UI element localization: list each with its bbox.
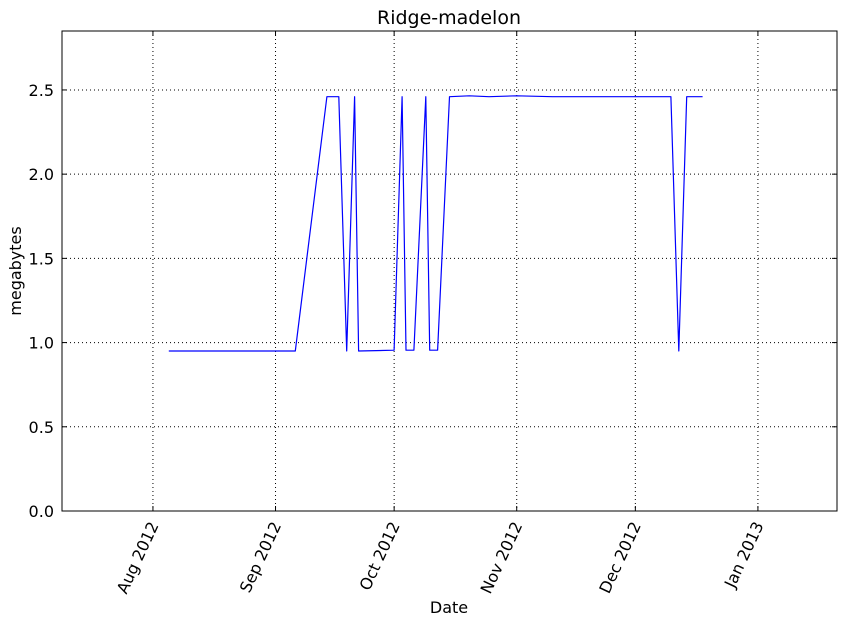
y-tick-label: 1.0 bbox=[29, 334, 54, 353]
x-tick-label: Jan 2013 bbox=[720, 519, 767, 592]
series-line bbox=[168, 95, 703, 352]
plot-area-frame bbox=[61, 30, 838, 512]
grid bbox=[62, 31, 837, 512]
series-group bbox=[168, 95, 703, 352]
y-tick-label: 1.5 bbox=[29, 249, 54, 268]
y-tick-label: 2.0 bbox=[29, 165, 54, 184]
x-tick-label: Nov 2012 bbox=[477, 519, 527, 597]
y-tick-label: 0.5 bbox=[29, 418, 54, 437]
y-axis-label: megabytes bbox=[6, 226, 25, 315]
x-axis-label: Date bbox=[430, 598, 468, 617]
x-tick-label: Dec 2012 bbox=[595, 519, 645, 597]
y-tick-label: 2.5 bbox=[29, 81, 54, 100]
axis-ticks: Aug 2012 Sep 2012 Oct 2012 Nov 2012 Dec 2012… bbox=[29, 31, 837, 597]
x-tick-label: Oct 2012 bbox=[355, 519, 403, 594]
chart-title: Ridge-madelon bbox=[377, 7, 521, 29]
y-tick-label: 0.0 bbox=[29, 502, 54, 521]
x-tick-label: Sep 2012 bbox=[236, 519, 285, 596]
x-tick-label: Aug 2012 bbox=[113, 519, 163, 597]
